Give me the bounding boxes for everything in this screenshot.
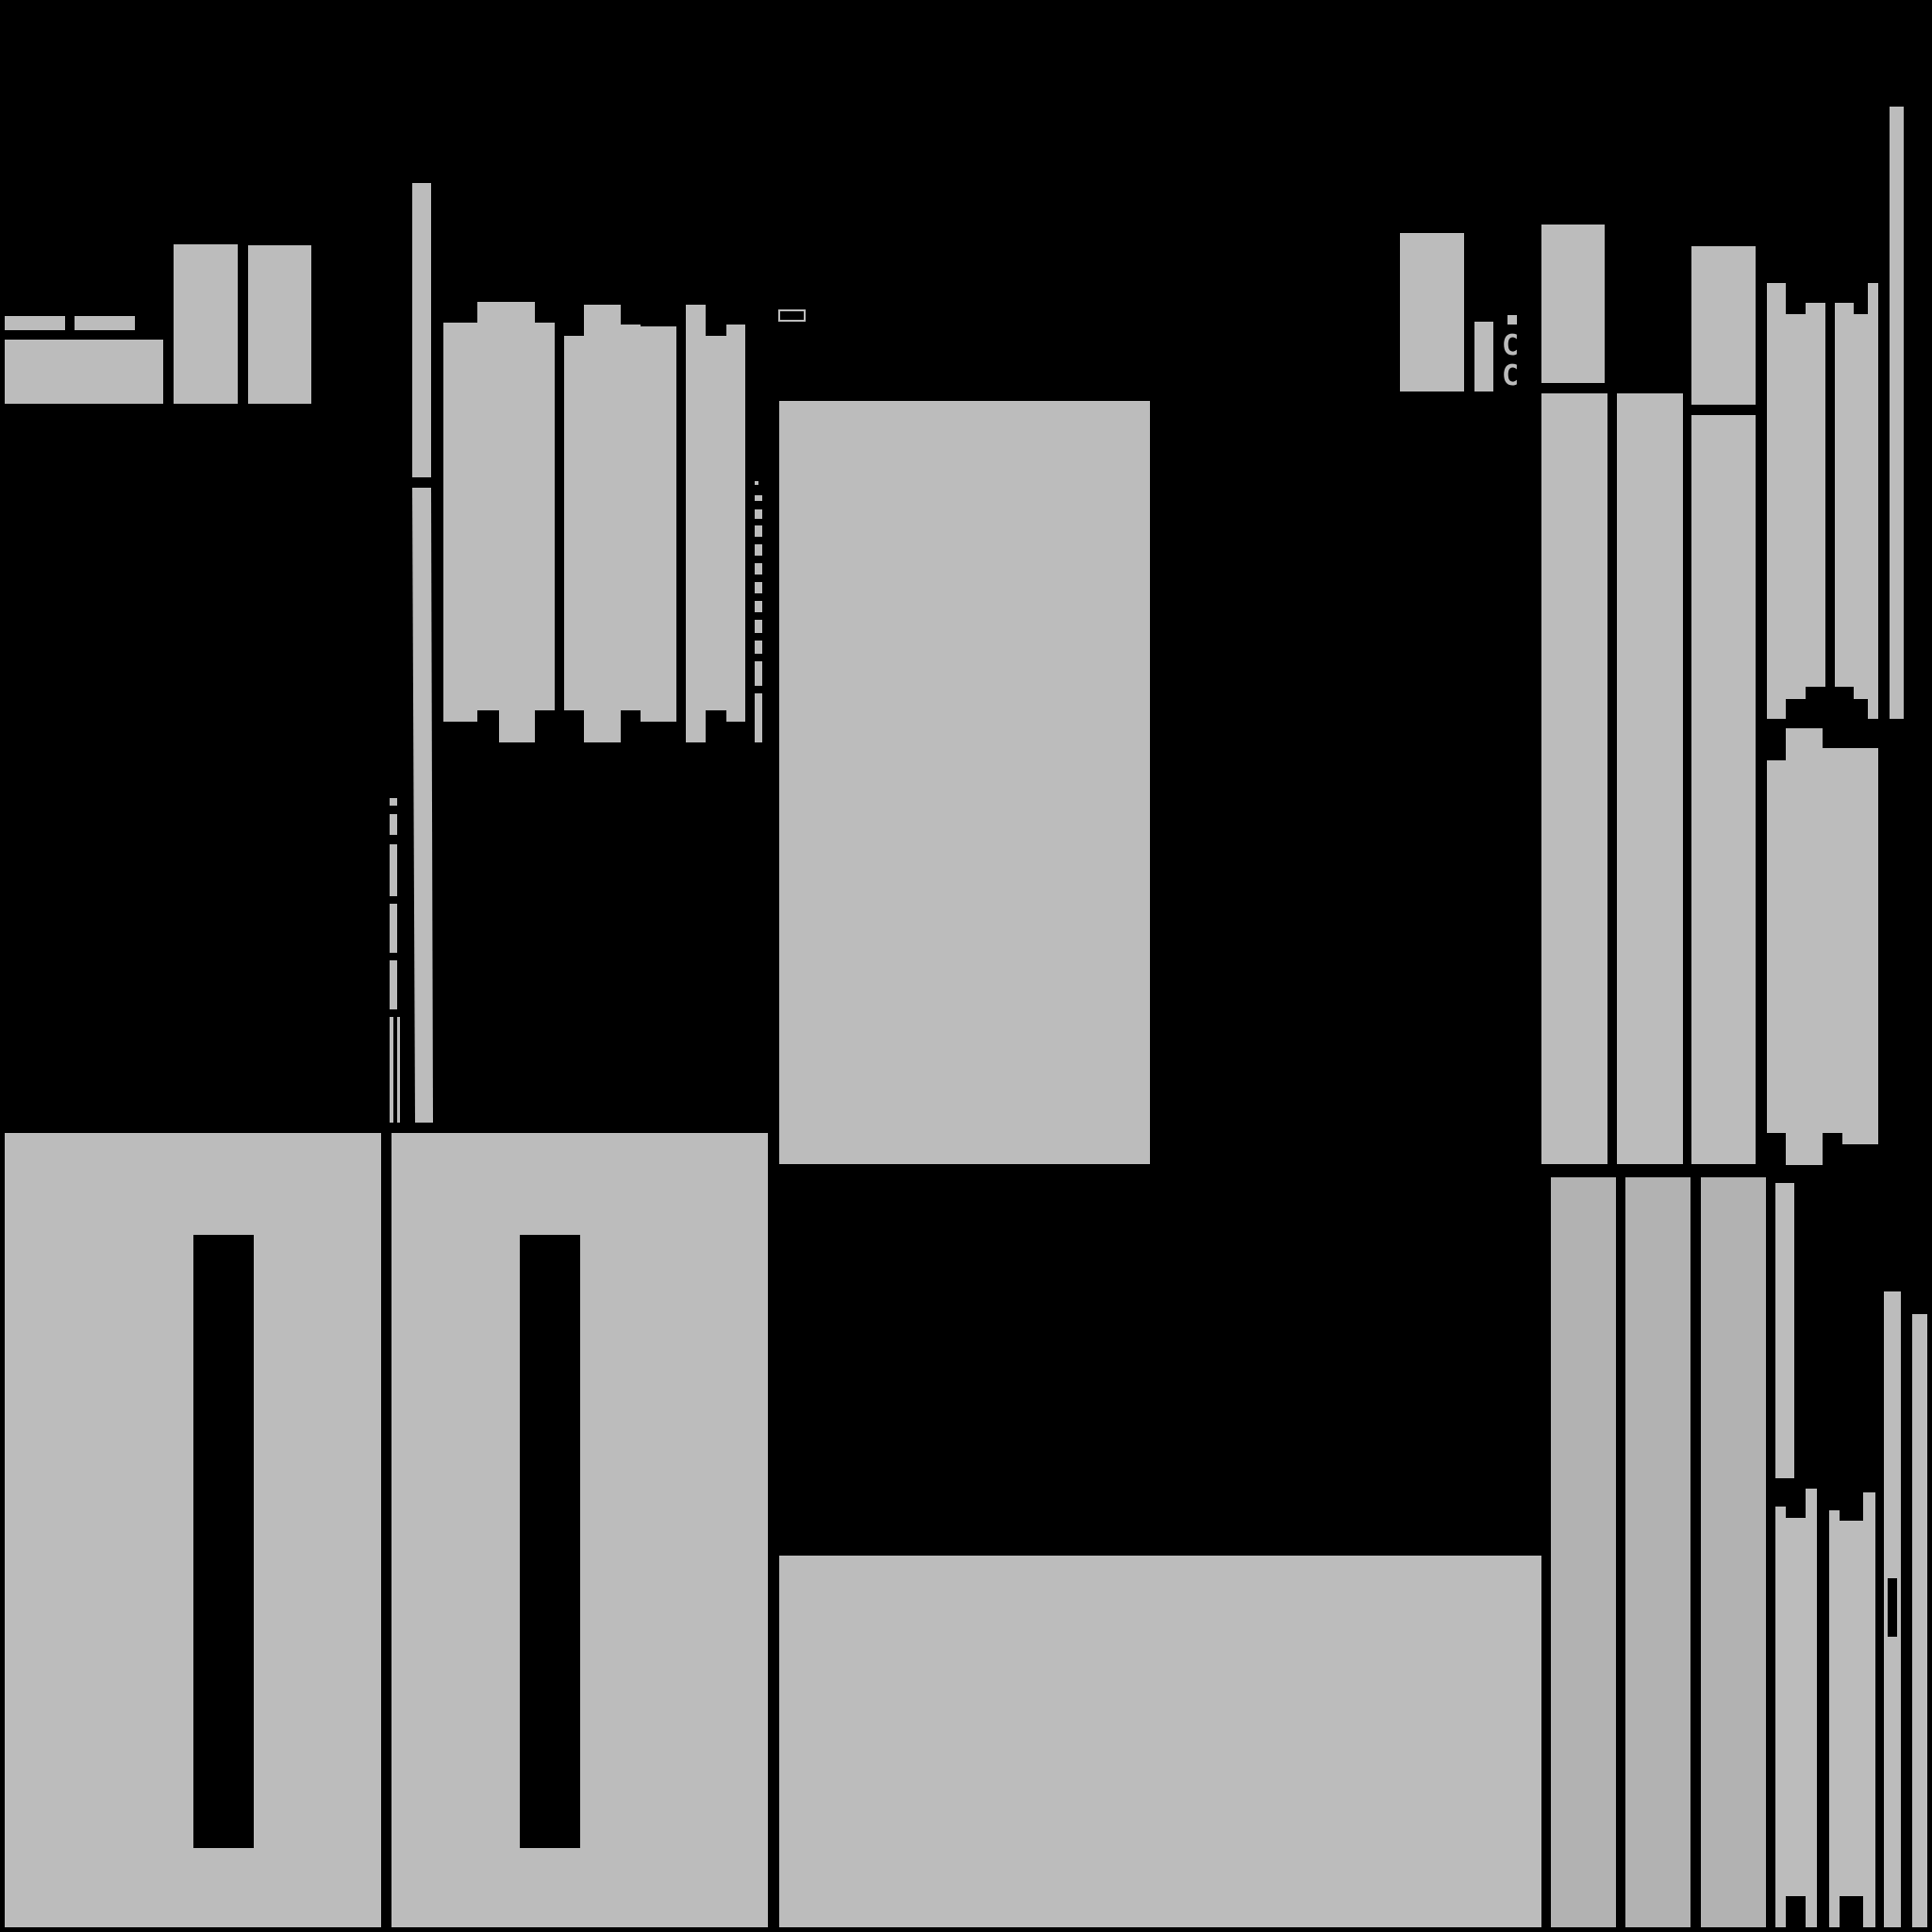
atlas-column: [1701, 1177, 1766, 1927]
atlas-frame-panel: [5, 1133, 381, 1927]
atlas-tab-panel: [1767, 728, 1878, 1165]
atlas-panel-wide: [779, 1556, 1541, 1927]
atlas-panel: [5, 316, 65, 330]
atlas-tab-panel: [1775, 1489, 1817, 1927]
atlas-panel: [248, 245, 311, 404]
atlas-frame-panel: [391, 1133, 768, 1927]
glyph-c-upper: C: [1502, 329, 1520, 362]
atlas-tab-panel: [1767, 283, 1825, 719]
atlas-strip: [1775, 1183, 1794, 1478]
atlas-tab-panel: [686, 305, 745, 742]
glyph-c-lower: C: [1502, 359, 1520, 392]
atlas-dashes: [390, 315, 1517, 1123]
atlas-strip: [1890, 107, 1904, 719]
atlas-tab-panel: [1835, 283, 1878, 719]
atlas-panel: [75, 316, 135, 330]
atlas-tab-panel: [564, 305, 676, 742]
atlas-column: [1617, 393, 1683, 1164]
atlas-column: [1625, 1177, 1690, 1927]
atlas-panel: [1691, 246, 1756, 405]
atlas-column: [1691, 415, 1756, 1164]
atlas-strip: [412, 488, 433, 1123]
atlas-strip: [1912, 1314, 1927, 1927]
atlas-panel: [5, 340, 163, 404]
atlas-column: [1551, 1177, 1616, 1927]
atlas-marker: [778, 309, 806, 322]
atlas-panel: [1400, 233, 1464, 391]
atlas-panel: [174, 244, 238, 404]
atlas-panel: [1541, 225, 1605, 383]
atlas-strip: [412, 183, 431, 477]
atlas-column: [1541, 393, 1607, 1164]
atlas-tab-panel: [1829, 1492, 1875, 1927]
atlas-slot: [1888, 1578, 1897, 1637]
atlas-tab-panel: [443, 302, 555, 742]
atlas-panel-large: [779, 401, 1150, 1164]
